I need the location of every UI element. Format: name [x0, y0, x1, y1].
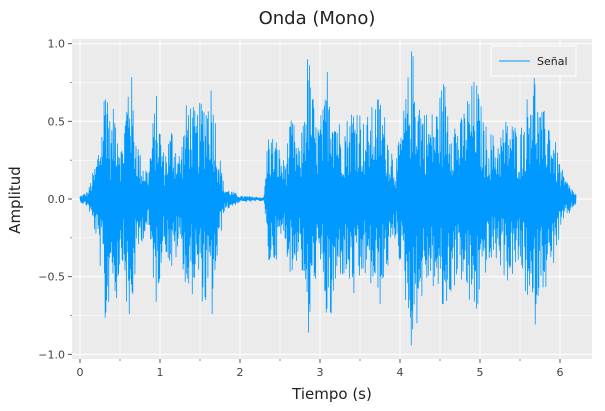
x-tick-label: 1 — [157, 366, 164, 379]
x-tick-label: 6 — [557, 366, 564, 379]
x-axis-label: Tiempo (s) — [291, 385, 372, 403]
y-tick-label: −0.5 — [38, 271, 65, 284]
legend-label: Señal — [537, 55, 568, 68]
legend: Señal — [490, 45, 577, 77]
x-tick-label: 4 — [397, 366, 404, 379]
series-layer — [79, 51, 577, 346]
x-tick-label: 5 — [477, 366, 484, 379]
x-tick-label: 0 — [77, 366, 84, 379]
chart-title: Onda (Mono) — [259, 8, 376, 29]
axis-layer: 0 1 2 3 4 5 6 −1.0 −0.5 0.0 0.5 1.0 — [38, 38, 563, 379]
y-tick-label: 0.5 — [48, 115, 66, 128]
signal-waveform — [79, 51, 577, 346]
y-axis-label: Amplitud — [6, 166, 24, 234]
y-tick-label: 1.0 — [48, 38, 66, 51]
x-tick-label: 3 — [317, 366, 324, 379]
y-tick-label: 0.0 — [48, 193, 66, 206]
x-tick-label: 2 — [237, 366, 244, 379]
y-tick-label: −1.0 — [38, 348, 65, 361]
